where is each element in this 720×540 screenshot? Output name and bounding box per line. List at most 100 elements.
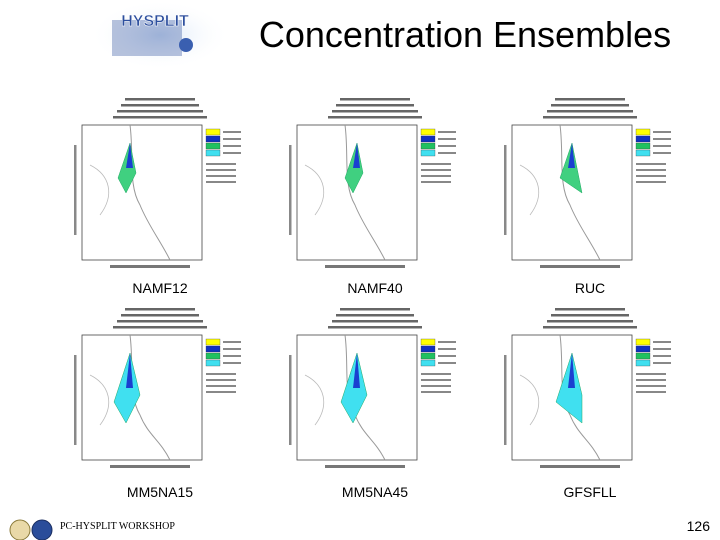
legend-text xyxy=(206,391,236,393)
legend-text xyxy=(636,163,666,165)
plume-core xyxy=(568,353,575,388)
legend-swatch xyxy=(635,142,651,150)
logo-text: HYSPLIT xyxy=(121,13,189,30)
header-line xyxy=(328,326,422,329)
legend-text xyxy=(636,169,666,171)
legend-swatch xyxy=(420,142,436,150)
logo-map xyxy=(112,20,182,56)
header-line xyxy=(555,308,625,311)
legend-text xyxy=(206,379,236,381)
plume-core xyxy=(568,143,575,168)
panel-label: MM5NA45 xyxy=(341,484,409,500)
legend-text xyxy=(206,181,236,183)
legend-text xyxy=(421,181,451,183)
legend-text xyxy=(438,355,456,357)
legend-text xyxy=(653,341,671,343)
title: Concentration Ensembles xyxy=(258,14,672,55)
header-line xyxy=(551,314,629,317)
legend-swatch xyxy=(420,352,436,360)
plot-frame xyxy=(81,334,203,461)
legend-text xyxy=(438,138,456,140)
axis-text xyxy=(289,355,292,445)
panel-label: GFSFLL xyxy=(563,484,617,500)
map-image xyxy=(70,95,250,272)
legend-swatch xyxy=(205,359,221,367)
legend-text xyxy=(438,152,456,154)
legend-swatch xyxy=(205,352,221,360)
legend-swatch xyxy=(635,345,651,353)
legend-text xyxy=(636,175,666,177)
header-line xyxy=(121,314,199,317)
legend-swatch xyxy=(205,142,221,150)
legend-swatch xyxy=(205,128,221,136)
header-line xyxy=(113,326,207,329)
plume-core xyxy=(353,353,360,388)
axis-text xyxy=(504,355,507,445)
legend-swatch xyxy=(420,135,436,143)
header-line xyxy=(336,314,414,317)
legend-text xyxy=(223,145,241,147)
legend-text xyxy=(206,175,236,177)
legend-text xyxy=(653,355,671,357)
plume-core xyxy=(353,143,360,168)
legend-text xyxy=(438,341,456,343)
footer-line xyxy=(540,265,620,268)
legend-text xyxy=(636,391,666,393)
header-line xyxy=(547,320,633,323)
header-line xyxy=(117,320,203,323)
legend-text xyxy=(653,152,671,154)
header-line xyxy=(543,326,637,329)
legend-text xyxy=(653,348,671,350)
legend-text xyxy=(223,355,241,357)
header-line xyxy=(340,308,410,311)
map-image xyxy=(285,95,465,272)
legend-swatch xyxy=(420,149,436,157)
footer-line xyxy=(540,465,620,468)
legend-text xyxy=(653,131,671,133)
legend-text xyxy=(421,385,451,387)
legend-text xyxy=(223,138,241,140)
legend-text xyxy=(206,169,236,171)
legend-text xyxy=(636,385,666,387)
axis-text xyxy=(74,145,77,235)
map-image xyxy=(500,95,680,272)
header-line xyxy=(117,110,203,113)
footer-seal xyxy=(9,519,31,540)
axis-text xyxy=(504,145,507,235)
coastline xyxy=(304,164,324,216)
legend-text xyxy=(653,362,671,364)
header-line xyxy=(547,110,633,113)
header-line xyxy=(332,110,418,113)
header-line xyxy=(125,308,195,311)
legend-text xyxy=(206,373,236,375)
legend-text xyxy=(653,145,671,147)
legend-text xyxy=(421,379,451,381)
legend-swatch xyxy=(635,359,651,367)
map-image xyxy=(500,305,680,472)
footer-line xyxy=(110,465,190,468)
legend-text xyxy=(438,145,456,147)
legend-swatch xyxy=(205,149,221,157)
page-number: 126 xyxy=(686,518,710,534)
legend-text xyxy=(223,362,241,364)
legend-swatch xyxy=(635,352,651,360)
panel-label: RUC xyxy=(574,280,606,296)
axis-text xyxy=(74,355,77,445)
coastline xyxy=(559,124,601,261)
header-line xyxy=(555,98,625,101)
legend-swatch xyxy=(420,345,436,353)
coastline xyxy=(89,164,109,216)
plume-core xyxy=(126,353,133,388)
header-line xyxy=(340,98,410,101)
axis-text xyxy=(289,145,292,235)
legend-text xyxy=(421,169,451,171)
legend-text xyxy=(438,131,456,133)
header-line xyxy=(543,116,637,119)
legend-text xyxy=(636,181,666,183)
legend-text xyxy=(421,391,451,393)
logo-seal xyxy=(179,38,193,52)
header-line xyxy=(332,320,418,323)
legend-text xyxy=(653,138,671,140)
map-image xyxy=(70,305,250,472)
